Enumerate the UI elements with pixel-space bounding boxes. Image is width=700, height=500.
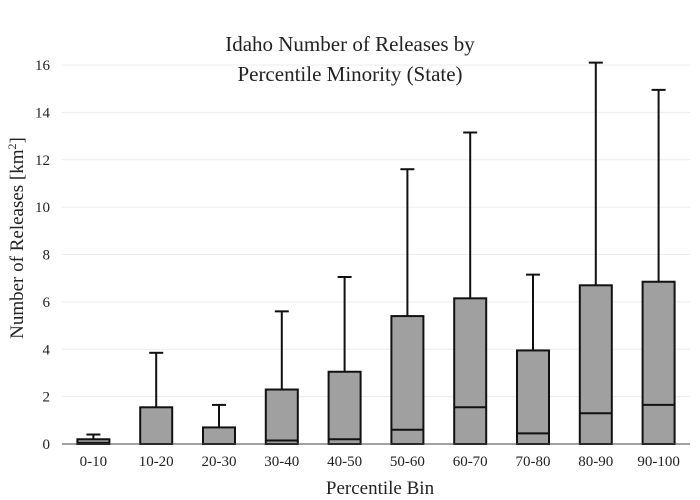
y-axis-title: Number of Releases [km2] xyxy=(5,137,28,339)
y-tick-label: 6 xyxy=(43,295,51,311)
box-40-50 xyxy=(327,276,362,445)
chart-title-line-1: Idaho Number of Releases by xyxy=(225,32,475,56)
x-tick-label: 10-20 xyxy=(139,454,174,470)
x-tick-label: 40-50 xyxy=(327,454,362,470)
boxes xyxy=(76,61,676,446)
box-rect xyxy=(327,370,362,445)
box-rect xyxy=(264,388,299,445)
gridlines xyxy=(62,64,690,398)
box-rect xyxy=(578,284,613,446)
box-rect xyxy=(641,280,676,445)
box-rect xyxy=(139,406,174,445)
box-80-90 xyxy=(578,61,613,446)
box-0-10 xyxy=(76,433,111,446)
x-tick-label: 90-100 xyxy=(637,454,680,470)
y-tick-label: 8 xyxy=(43,248,51,264)
box-70-80 xyxy=(516,273,550,446)
box-rect xyxy=(202,426,236,446)
box-20-30 xyxy=(202,403,236,446)
x-tick-label: 70-80 xyxy=(516,454,551,470)
box-30-40 xyxy=(264,310,299,445)
box-rect xyxy=(516,349,550,446)
y-axis-title-superscript: 2 xyxy=(5,143,19,149)
y-tick-label: 10 xyxy=(35,200,50,216)
x-tick-labels: 0-10 10-20 20-30 30-40 40-50 50-60 60-70 70-80 8… xyxy=(80,454,680,470)
x-tick-label: 30-40 xyxy=(264,454,299,470)
y-tick-label: 2 xyxy=(43,390,51,406)
y-tick-label: 0 xyxy=(43,437,51,453)
x-axis-title: Percentile Bin xyxy=(326,478,435,499)
box-50-60 xyxy=(390,168,425,445)
box-90-100 xyxy=(641,88,676,445)
x-tick-label: 50-60 xyxy=(390,454,425,470)
x-tick-label: 0-10 xyxy=(80,454,108,470)
box-rect xyxy=(390,315,425,445)
box-10-20 xyxy=(139,351,174,445)
y-axis-title-end: ] xyxy=(7,137,28,143)
y-tick-label: 12 xyxy=(35,153,50,169)
box-rect xyxy=(453,297,488,445)
y-tick-labels: 0 2 4 6 8 10 12 14 16 xyxy=(35,58,51,453)
x-tick-label: 60-70 xyxy=(453,454,488,470)
box-60-70 xyxy=(453,131,488,445)
y-tick-label: 4 xyxy=(43,342,51,358)
chart-title-line-2: Percentile Minority (State) xyxy=(237,62,462,86)
x-tick-label: 80-90 xyxy=(578,454,613,470)
y-tick-label: 16 xyxy=(35,58,51,74)
y-axis-title-main: Number of Releases [km xyxy=(7,149,28,339)
y-tick-label: 14 xyxy=(35,105,51,121)
x-tick-label: 20-30 xyxy=(202,454,237,470)
